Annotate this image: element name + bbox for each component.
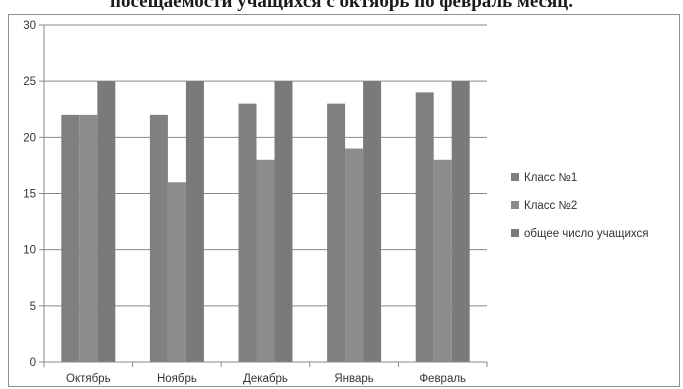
bar-3-Январь bbox=[363, 81, 382, 363]
legend-label: Класс №2 bbox=[524, 200, 577, 212]
y-tick-label: 25 bbox=[23, 76, 36, 88]
legend-label: общее число учащихся bbox=[524, 228, 649, 240]
legend: Класс №1 Класс №2 общее число учащихся bbox=[511, 172, 649, 240]
bar-3-Ноябрь bbox=[185, 81, 204, 363]
axes bbox=[39, 24, 488, 367]
bar-3-Октябрь bbox=[97, 81, 116, 363]
y-tick-label: 10 bbox=[23, 245, 36, 257]
legend-swatch bbox=[511, 173, 519, 181]
x-tick-label: Январь bbox=[334, 373, 373, 385]
chart-title: посещаемости учащихся с октябрь по февра… bbox=[110, 0, 573, 12]
legend-swatch bbox=[511, 229, 519, 237]
bar-2-Октябрь bbox=[79, 114, 98, 362]
y-tick-label: 0 bbox=[30, 357, 36, 369]
x-tick-label: Февраль bbox=[419, 373, 466, 385]
bar-2-Декабрь bbox=[256, 159, 275, 362]
bar-2-Февраль bbox=[433, 159, 452, 362]
bar-2-Январь bbox=[345, 148, 364, 362]
y-tick-labels: 0 5 10 15 20 25 30 bbox=[23, 20, 36, 369]
y-tick-label: 30 bbox=[23, 20, 36, 32]
y-tick-label: 5 bbox=[30, 301, 36, 313]
bar-1-Ноябрь bbox=[149, 114, 168, 362]
bar-1-Февраль bbox=[415, 92, 434, 363]
y-tick-label: 20 bbox=[23, 132, 36, 144]
x-tick-labels: Октябрь Ноябрь Декабрь Январь Февраль bbox=[66, 373, 466, 385]
bar-1-Октябрь bbox=[61, 114, 80, 362]
x-tick-label: Ноябрь bbox=[157, 373, 197, 385]
y-tick-label: 15 bbox=[23, 189, 36, 201]
legend-swatch bbox=[511, 201, 519, 209]
bars bbox=[61, 81, 470, 363]
bar-1-Январь bbox=[327, 103, 346, 362]
legend-label: Класс №1 bbox=[524, 172, 577, 184]
bar-1-Декабрь bbox=[238, 103, 257, 362]
bar-3-Декабрь bbox=[274, 81, 293, 363]
x-tick-label: Декабрь bbox=[243, 373, 288, 385]
x-tick-label: Октябрь bbox=[66, 373, 111, 385]
bar-2-Ноябрь bbox=[167, 182, 186, 362]
bar-3-Февраль bbox=[451, 81, 470, 363]
